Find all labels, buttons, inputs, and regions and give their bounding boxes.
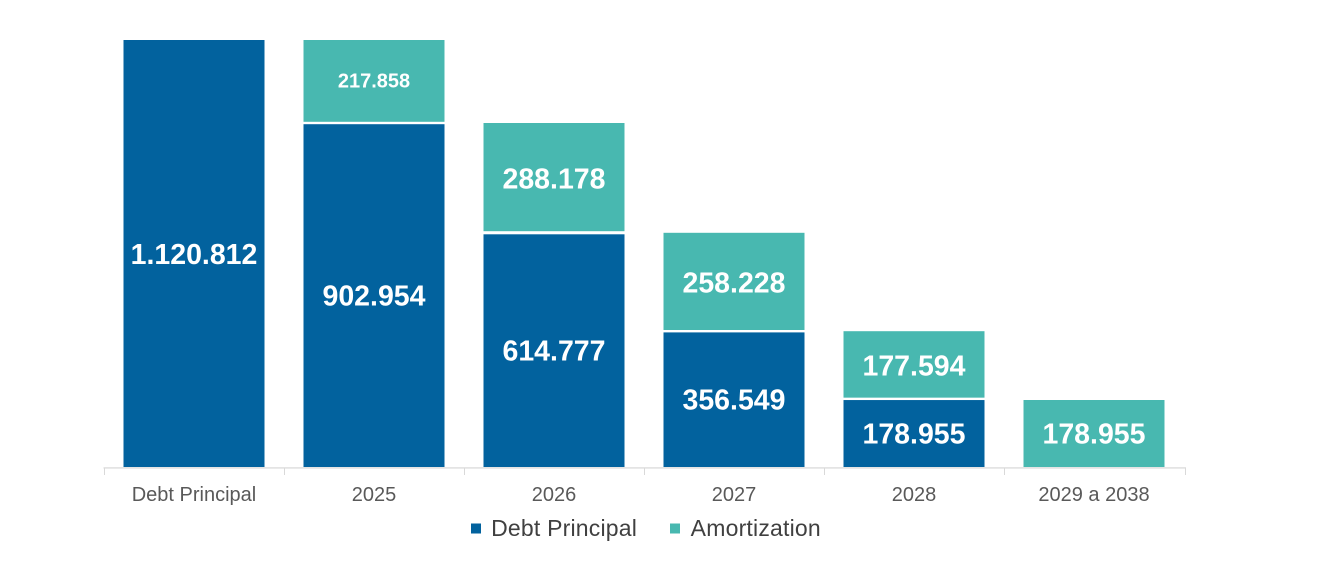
svg-text:Amortization: Amortization — [691, 515, 821, 541]
svg-text:Debt Principal: Debt Principal — [132, 484, 257, 506]
svg-text:Debt Principal: Debt Principal — [491, 515, 637, 541]
svg-text:614.777: 614.777 — [502, 335, 605, 367]
svg-text:177.594: 177.594 — [862, 350, 965, 382]
svg-text:178.955: 178.955 — [862, 418, 965, 450]
svg-text:288.178: 288.178 — [502, 163, 605, 195]
svg-text:2025: 2025 — [352, 484, 397, 506]
svg-text:2027: 2027 — [712, 484, 757, 506]
svg-text:902.954: 902.954 — [322, 280, 425, 312]
svg-text:258.228: 258.228 — [682, 267, 785, 299]
svg-text:2029 a 2038: 2029 a 2038 — [1038, 484, 1149, 506]
svg-text:217.858: 217.858 — [338, 71, 410, 93]
svg-text:356.549: 356.549 — [682, 385, 785, 417]
svg-text:178.955: 178.955 — [1042, 418, 1145, 450]
svg-text:2028: 2028 — [892, 484, 937, 506]
svg-text:1.120.812: 1.120.812 — [131, 239, 258, 271]
svg-text:2026: 2026 — [532, 484, 577, 506]
